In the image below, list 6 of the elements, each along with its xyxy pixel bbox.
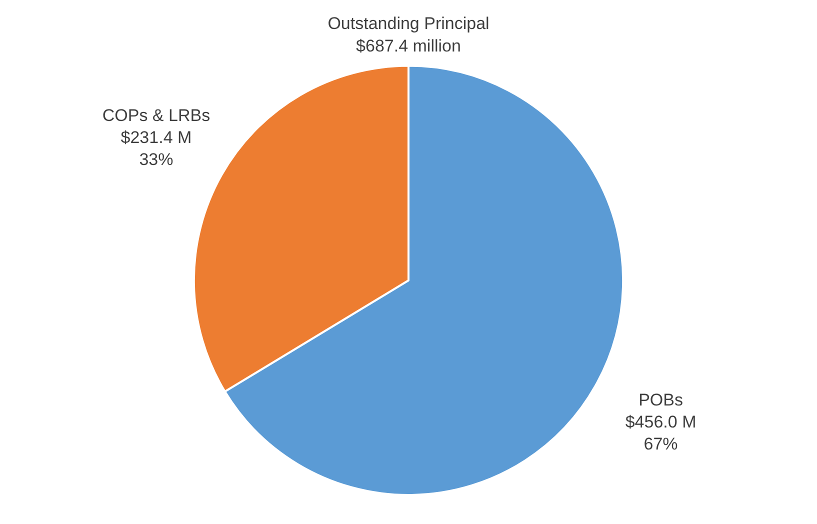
data-label: $231.4 M 33%	[120, 128, 192, 169]
slice-label: POBs	[638, 390, 683, 410]
data-label: $456.0 M 67%	[625, 412, 696, 454]
chart-subtitle: $687.4 million	[356, 36, 461, 56]
chart-title: Outstanding Principal	[328, 14, 490, 33]
slice-label: COPs & LRBs	[102, 106, 210, 125]
